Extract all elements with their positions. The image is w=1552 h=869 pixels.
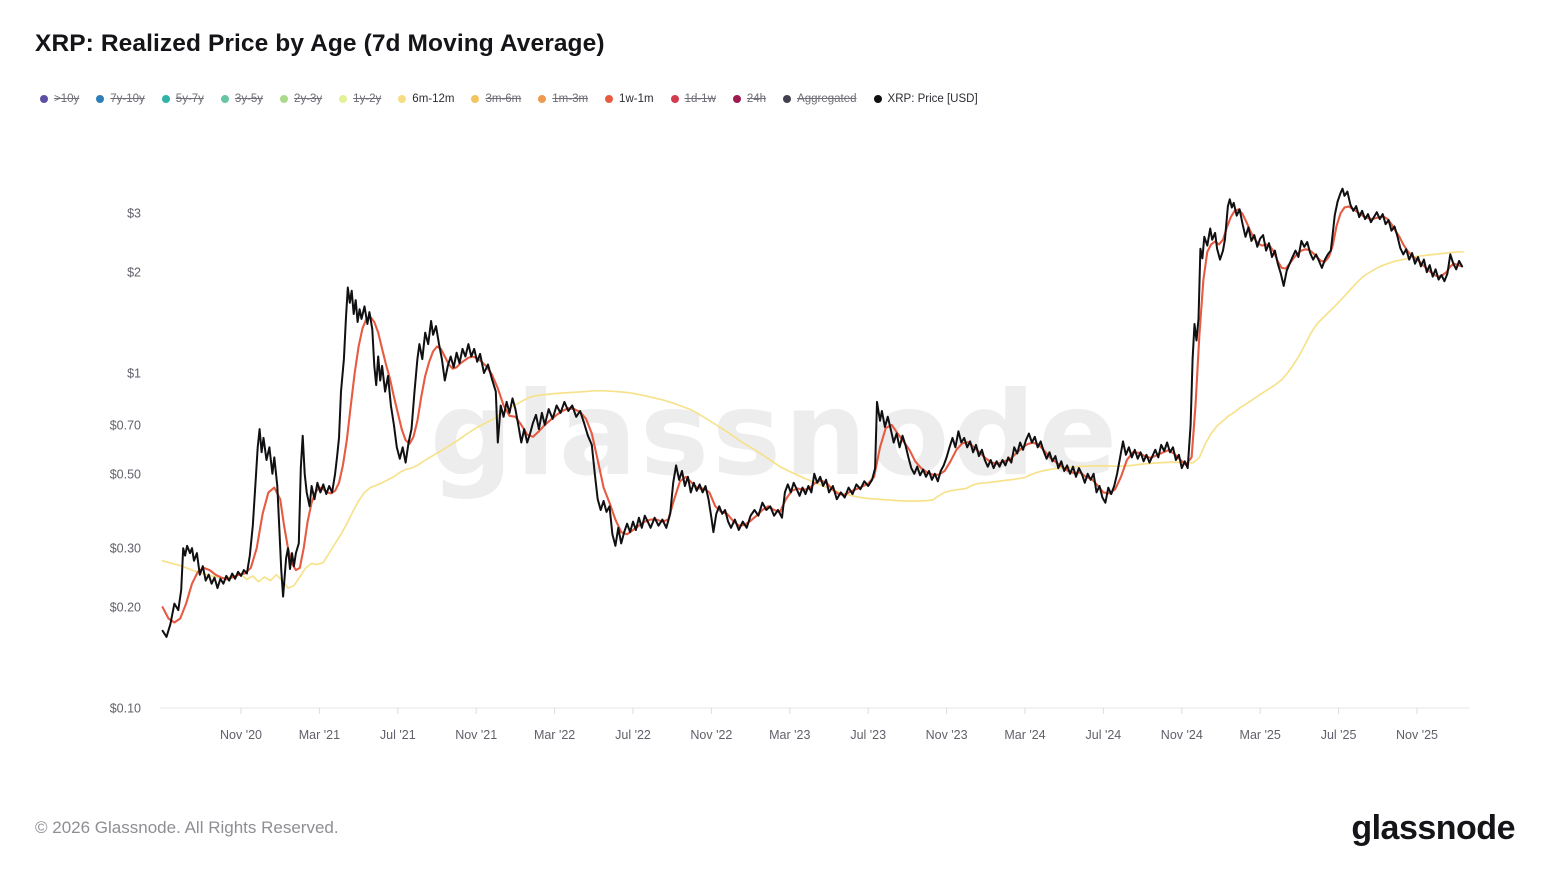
legend-label: >10y: [54, 93, 80, 105]
legend-dot-icon: [398, 95, 407, 103]
legend-item-xrp-price[interactable]: XRP: Price [USD]: [873, 93, 978, 105]
legend-dot-icon: [605, 95, 614, 103]
legend-dot-icon: [670, 95, 679, 103]
legend-item-1w-1m[interactable]: 1w-1m: [605, 93, 654, 105]
x-tick-label: Jul '22: [615, 728, 651, 742]
legend-label: 24h: [746, 93, 767, 105]
legend-dot-icon: [471, 95, 480, 103]
legend-dot-icon: [220, 95, 229, 103]
y-tick-label: $2: [127, 266, 141, 280]
x-tick-label: Jul '21: [380, 728, 416, 742]
glassnode-logo: glassnode: [1351, 809, 1515, 847]
x-tick-label: Jul '24: [1086, 728, 1122, 742]
legend-item-5y-7y[interactable]: 5y-7y: [161, 93, 204, 105]
y-tick-label: $0.30: [110, 542, 141, 556]
legend-item-aggregated[interactable]: Aggregated: [783, 93, 857, 105]
x-tick-label: Nov '20: [220, 728, 262, 742]
legend-item-1y-2y[interactable]: 1y-2y: [339, 93, 381, 105]
x-tick-label: Nov '24: [1161, 728, 1203, 742]
legend-label: 1y-2y: [353, 93, 382, 105]
x-tick-label: Mar '23: [769, 728, 810, 742]
legend-dot-icon: [732, 95, 741, 103]
legend-label: 6m-12m: [412, 93, 455, 105]
watermark-text: glassnode: [430, 367, 1120, 502]
legend-item-1d-1w[interactable]: 1d-1w: [670, 93, 716, 105]
legend-item-24h[interactable]: 24h: [732, 93, 767, 105]
legend-label: Aggregated: [797, 93, 857, 105]
legend-dot-icon: [783, 95, 792, 103]
x-tick-label: Nov '21: [455, 728, 497, 742]
x-tick-label: Mar '21: [299, 728, 340, 742]
legend-item-gt-10y[interactable]: >10y: [40, 93, 79, 105]
x-tick-label: Mar '25: [1240, 728, 1281, 742]
legend-label: 3y-5y: [234, 93, 264, 105]
legend-label: 5y-7y: [175, 93, 204, 105]
legend-dot-icon: [538, 95, 547, 103]
legend-dot-icon: [873, 95, 882, 103]
legend-item-1m-3m[interactable]: 1m-3m: [538, 93, 588, 105]
legend-dot-icon: [280, 95, 289, 103]
y-tick-label: $0.70: [110, 418, 141, 432]
legend-label: 3m-6m: [485, 93, 522, 105]
y-tick-label: $3: [127, 207, 141, 221]
legend-item-3m-6m[interactable]: 3m-6m: [471, 93, 521, 105]
x-tick-label: Jul '23: [850, 728, 886, 742]
x-tick-label: Nov '25: [1396, 728, 1438, 742]
legend-dot-icon: [96, 95, 105, 103]
legend: >10y 7y-10y 5y-7y 3y-5y 2y-3y 1y-2y 6m-12m 3m-6…: [40, 93, 978, 105]
x-tick-label: Nov '22: [690, 728, 732, 742]
legend-label: 1d-1w: [684, 93, 716, 105]
x-tick-label: Nov '23: [926, 728, 968, 742]
legend-label: 1w-1m: [619, 93, 654, 105]
y-tick-label: $1: [127, 367, 141, 381]
y-tick-label: $0.10: [110, 702, 141, 716]
legend-dot-icon: [161, 95, 170, 103]
legend-label: 2y-3y: [294, 93, 323, 105]
legend-item-7y-10y[interactable]: 7y-10y: [96, 93, 145, 105]
chart-title: XRP: Realized Price by Age (7d Moving Av…: [35, 30, 605, 57]
y-tick-label: $0.50: [110, 467, 141, 481]
legend-label: XRP: Price [USD]: [887, 93, 978, 105]
legend-dot-icon: [339, 95, 348, 103]
y-tick-label: $0.20: [110, 601, 141, 615]
legend-dot-icon: [40, 95, 48, 103]
legend-item-6m-12m[interactable]: 6m-12m: [398, 93, 454, 105]
x-tick-label: Jul '25: [1321, 728, 1357, 742]
series-xrp-price: [161, 187, 1464, 638]
copyright-text: © 2026 Glassnode. All Rights Reserved.: [35, 818, 339, 837]
legend-item-2y-3y[interactable]: 2y-3y: [280, 93, 322, 105]
x-tick-label: Mar '24: [1004, 728, 1045, 742]
legend-label: 1m-3m: [552, 93, 589, 105]
x-tick-label: Mar '22: [534, 728, 575, 742]
legend-item-3y-5y[interactable]: 3y-5y: [220, 93, 264, 105]
legend-label: 7y-10y: [110, 93, 145, 105]
